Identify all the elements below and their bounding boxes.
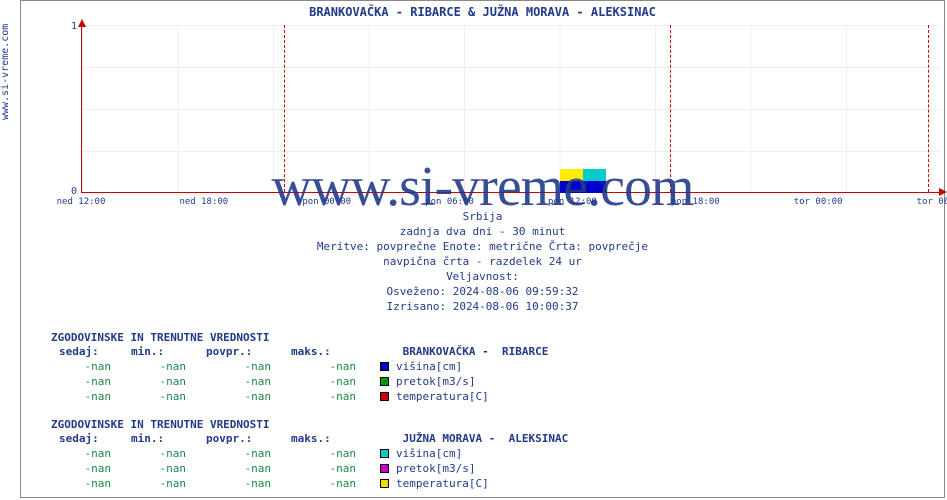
x-axis-arrow-icon: [939, 188, 947, 196]
table-row: -nan-nan-nan-nanvišina[cm]: [51, 359, 568, 374]
table-header: sedaj:min.:povpr.:maks.: BRANKOVAČKA - R…: [51, 344, 568, 359]
meta-line: Izrisano: 2024-08-06 10:00:37: [21, 299, 944, 314]
y-tick: 1: [63, 21, 77, 32]
table-header: sedaj:min.:povpr.:maks.: JUŽNA MORAVA - …: [51, 431, 568, 446]
meta-line: Osveženo: 2024-08-06 09:59:32: [21, 284, 944, 299]
y-axis-label: www.si-vreme.com: [0, 24, 11, 120]
table-row: -nan-nan-nan-nanpretok[m3/s]: [51, 461, 568, 476]
y-tick: 0: [63, 186, 77, 197]
day-divider-line: [670, 25, 671, 192]
chart-frame: BRANKOVAČKA - RIBARCE & JUŽNA MORAVA - A…: [20, 0, 945, 498]
meta-line: navpična črta - razdelek 24 ur: [21, 254, 944, 269]
plot-grid: [81, 25, 941, 193]
measurement-label: pretok[m3/s]: [392, 461, 475, 476]
meta-line: Meritve: povprečne Enote: metrične Črta:…: [21, 239, 944, 254]
x-tick: tor 00:00: [794, 197, 843, 207]
chart-metadata: Srbija zadnja dva dni - 30 minut Meritve…: [21, 209, 944, 314]
table-row: -nan-nan-nan-nantemperatura[C]: [51, 389, 568, 404]
table-title: ZGODOVINSKE IN TRENUTNE VREDNOSTI: [51, 418, 568, 431]
day-divider-line: [284, 25, 285, 192]
table-row: -nan-nan-nan-nanvišina[cm]: [51, 446, 568, 461]
measurement-label: temperatura[C]: [392, 389, 489, 404]
x-tick: pon 12:00: [548, 197, 597, 207]
chart-title: BRANKOVAČKA - RIBARCE & JUŽNA MORAVA - A…: [21, 5, 944, 19]
x-tick: pon 00:00: [302, 197, 351, 207]
chart-legend-icon: [560, 169, 606, 193]
table-row: -nan-nan-nan-nantemperatura[C]: [51, 476, 568, 491]
x-tick: ned 12:00: [57, 197, 106, 207]
color-swatch-icon: [380, 479, 389, 488]
plot-area: 1 0 ned 12:00ned 18:00pon 00:00pon 06:00…: [81, 25, 941, 193]
table-title: ZGODOVINSKE IN TRENUTNE VREDNOSTI: [51, 331, 568, 344]
x-tick: ned 18:00: [179, 197, 228, 207]
table-row: -nan-nan-nan-nanpretok[m3/s]: [51, 374, 568, 389]
measurement-label: višina[cm]: [392, 446, 462, 461]
color-swatch-icon: [380, 464, 389, 473]
table-station: JUŽNA MORAVA - ALEKSINAC: [392, 431, 568, 446]
x-tick: pon 06:00: [425, 197, 474, 207]
color-swatch-icon: [380, 377, 389, 386]
meta-line: Veljavnost:: [21, 269, 944, 284]
color-swatch-icon: [380, 362, 389, 371]
y-axis-arrow-icon: [78, 19, 86, 27]
color-swatch-icon: [380, 392, 389, 401]
measurement-label: višina[cm]: [392, 359, 462, 374]
meta-line: Srbija: [21, 209, 944, 224]
x-tick: tor 06:00: [917, 197, 947, 207]
x-tick: pon 18:00: [671, 197, 720, 207]
day-divider-line: [928, 25, 929, 192]
meta-line: zadnja dva dni - 30 minut: [21, 224, 944, 239]
table-station: BRANKOVAČKA - RIBARCE: [392, 344, 548, 359]
color-swatch-icon: [380, 449, 389, 458]
measurement-label: pretok[m3/s]: [392, 374, 475, 389]
measurement-label: temperatura[C]: [392, 476, 489, 491]
data-tables: ZGODOVINSKE IN TRENUTNE VREDNOSTIsedaj:m…: [51, 317, 568, 491]
